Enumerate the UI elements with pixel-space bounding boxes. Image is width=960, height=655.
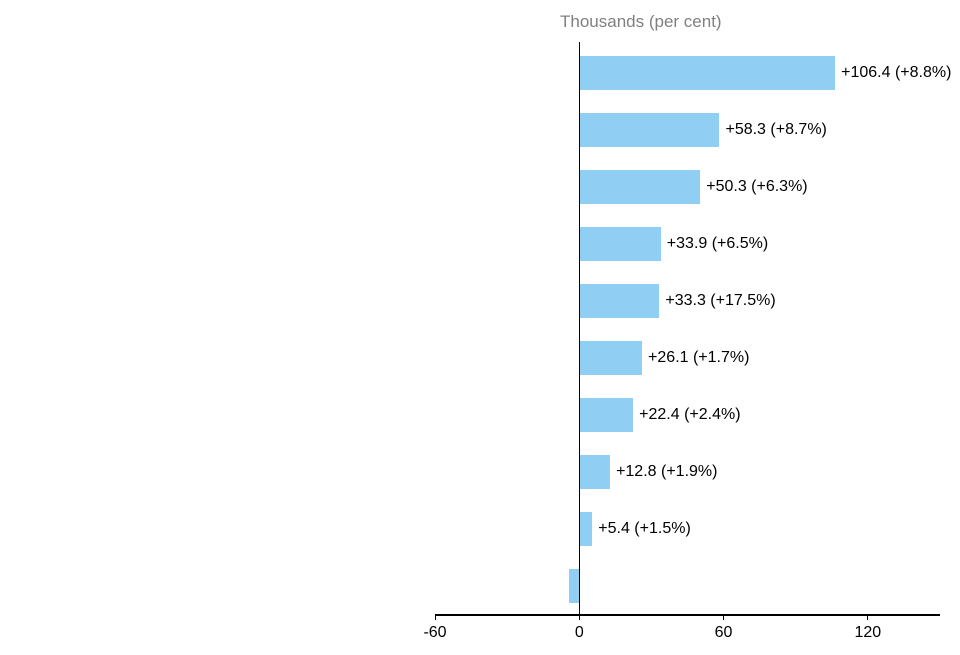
bar [579, 455, 610, 489]
bar [579, 398, 633, 432]
data-label: +58.3 (+8.7%) [725, 121, 826, 139]
bar [579, 341, 642, 375]
x-tick-mark [579, 614, 580, 620]
data-label: +50.3 (+6.3%) [706, 178, 807, 196]
zero-axis-line [579, 42, 581, 615]
x-tick-mark [867, 614, 868, 620]
data-label: +26.1 (+1.7%) [648, 349, 749, 367]
data-label: +5.4 (+1.5%) [598, 520, 691, 538]
x-tick-label: 0 [549, 624, 609, 642]
bar [579, 284, 659, 318]
bar [579, 227, 661, 261]
x-axis-title: Thousands (per cent) [560, 12, 722, 32]
data-label: +22.4 (+2.4%) [639, 406, 740, 424]
x-tick-label: 120 [838, 624, 898, 642]
bar [579, 512, 592, 546]
x-tick-label: -60 [405, 624, 465, 642]
data-label: +106.4 (+8.8%) [841, 64, 951, 82]
data-label: +33.9 (+6.5%) [667, 235, 768, 253]
employment-change-bar-chart: Thousands (per cent) Business, finance &… [0, 0, 960, 655]
bar [579, 113, 719, 147]
data-label: +33.3 (+17.5%) [665, 292, 775, 310]
x-tick-label: 60 [694, 624, 754, 642]
bar [579, 170, 700, 204]
bar [579, 56, 835, 90]
x-tick-mark [435, 614, 436, 620]
bar [569, 569, 579, 603]
x-tick-mark [723, 614, 724, 620]
data-label: +12.8 (+1.9%) [616, 463, 717, 481]
x-axis-line [435, 614, 940, 616]
